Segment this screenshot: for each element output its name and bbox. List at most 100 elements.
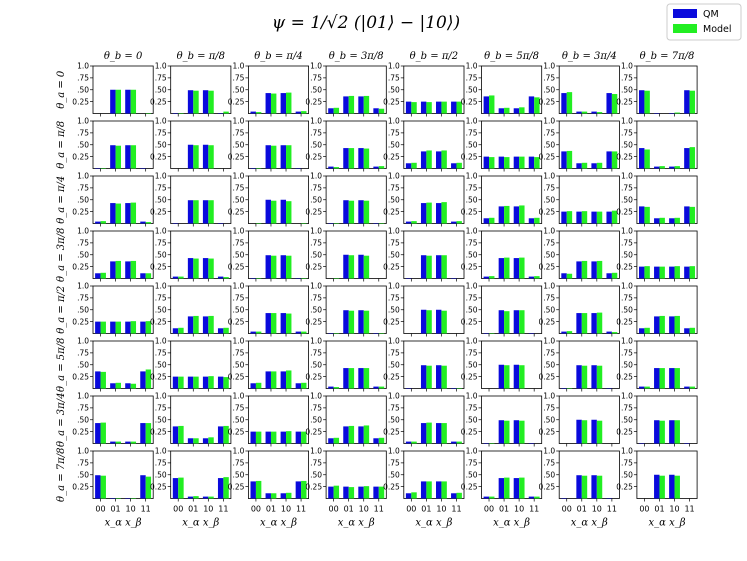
- y-tick-label: 0.25: [305, 482, 322, 491]
- x-axis-label: x_α x_β: [260, 518, 297, 529]
- y-tick-label: .75: [232, 349, 244, 358]
- y-tick-label: .50: [621, 250, 633, 259]
- qm-bar: [405, 441, 412, 444]
- y-tick-label: 1.0: [77, 227, 89, 236]
- qm-bar: [95, 475, 101, 499]
- y-tick-label: 0.25: [228, 97, 245, 106]
- model-bar: [208, 376, 214, 389]
- subplot-frame: [636, 285, 698, 334]
- x-axis-label: x_α x_β: [338, 518, 375, 529]
- qm-bar: [187, 90, 194, 114]
- qm-bar: [110, 261, 116, 279]
- y-tick-label: 0.25: [72, 207, 89, 216]
- y-tick-label: 1.0: [543, 172, 555, 181]
- subplot-0-7: 0.25 .50 .75 1.0: [616, 62, 698, 117]
- y-tick-label: 0.25: [228, 207, 245, 216]
- model-bar: [378, 486, 385, 499]
- model-bar: [581, 211, 588, 224]
- qm-bar: [328, 486, 334, 499]
- qm-bar: [125, 203, 131, 224]
- y-tick-label: 1.0: [466, 227, 478, 236]
- qm-bar: [125, 441, 131, 444]
- y-tick-label: 0.25: [150, 427, 167, 436]
- model-bar: [581, 162, 588, 169]
- qm-bar: [280, 431, 287, 444]
- qm-bar: [187, 316, 194, 334]
- y-tick-label: 0.25: [150, 262, 167, 271]
- subplot-1-0: 0.25 .50 .75 1.0: [72, 117, 154, 172]
- qm-bar: [639, 148, 645, 169]
- model-bar: [208, 90, 214, 114]
- model-bar: [348, 310, 355, 334]
- subplot-2-6: 0.25 .50 .75 1.0: [538, 172, 620, 227]
- y-tick-label: .75: [155, 184, 167, 193]
- y-tick-label: .75: [543, 184, 555, 193]
- subplot-5-4: 0.25 .50 .75 1.0: [383, 337, 465, 392]
- y-tick-label: 0.25: [538, 372, 555, 381]
- y-tick-label: .50: [155, 470, 167, 479]
- model-bar: [581, 260, 588, 279]
- y-tick-label: .50: [543, 250, 555, 259]
- model-bar: [301, 382, 307, 389]
- qm-bar: [528, 276, 535, 279]
- y-tick-label: .75: [310, 74, 322, 83]
- qm-bar: [373, 438, 379, 444]
- qm-bar: [498, 478, 505, 499]
- x-tick-label: 01: [110, 505, 120, 514]
- y-tick-label: 1.0: [77, 337, 89, 346]
- qm-bar: [420, 481, 427, 499]
- x-tick-label: 11: [529, 505, 539, 514]
- model-bar: [363, 95, 370, 114]
- subplot-3-2: 0.25 .50 .75 1.0: [228, 227, 309, 282]
- qm-bar: [451, 221, 457, 224]
- qm-bar: [373, 486, 379, 499]
- x-tick-label: 00: [484, 505, 494, 514]
- y-tick-label: .50: [466, 140, 478, 149]
- y-tick-label: 1.0: [388, 227, 400, 236]
- subplot-0-5: 0.25 .50 .75 1.0: [461, 62, 543, 117]
- y-tick-label: 0.25: [461, 317, 478, 326]
- y-tick-label: 0.25: [305, 152, 322, 161]
- qm-bar: [202, 376, 209, 389]
- model-bar: [674, 475, 680, 499]
- qm-bar: [436, 309, 442, 334]
- qm-bar: [405, 101, 412, 114]
- subplot-frame: [403, 285, 465, 334]
- model-bar: [581, 313, 588, 334]
- qm-bar: [358, 368, 364, 389]
- subplot-frame: [481, 230, 543, 279]
- subplot-frame: [247, 175, 309, 224]
- model-bar: [611, 272, 618, 279]
- y-tick-label: 0.25: [383, 482, 400, 491]
- x-tick-label: 00: [639, 505, 649, 514]
- y-tick-label: .75: [621, 404, 633, 413]
- model-bar: [581, 365, 588, 389]
- x-tick-label: 01: [344, 505, 354, 514]
- model-bar: [504, 257, 510, 279]
- x-tick-label: 00: [406, 505, 416, 514]
- model-bar: [270, 255, 277, 279]
- y-tick-label: 0.25: [538, 427, 555, 436]
- column-label: θ_b = 5π/8: [484, 51, 539, 62]
- qm-bar: [591, 475, 597, 499]
- qm-bar: [528, 496, 535, 499]
- qm-bar: [684, 328, 690, 334]
- model-bar: [489, 496, 495, 499]
- qm-bar: [498, 258, 505, 279]
- y-tick-label: 0.25: [72, 97, 89, 106]
- model-bar: [441, 202, 447, 224]
- qm-bar: [217, 426, 224, 444]
- y-tick-label: .50: [466, 415, 478, 424]
- qm-bar: [606, 151, 612, 169]
- y-tick-label: 1.0: [621, 227, 633, 236]
- qm-bar: [265, 431, 271, 444]
- qm-bar: [125, 89, 131, 114]
- model-bar: [674, 420, 680, 444]
- model-bar: [504, 157, 510, 169]
- y-tick-label: .75: [77, 294, 89, 303]
- model-bar: [270, 371, 277, 389]
- model-bar: [378, 108, 385, 114]
- qm-bar: [576, 313, 582, 334]
- qm-bar: [498, 310, 505, 334]
